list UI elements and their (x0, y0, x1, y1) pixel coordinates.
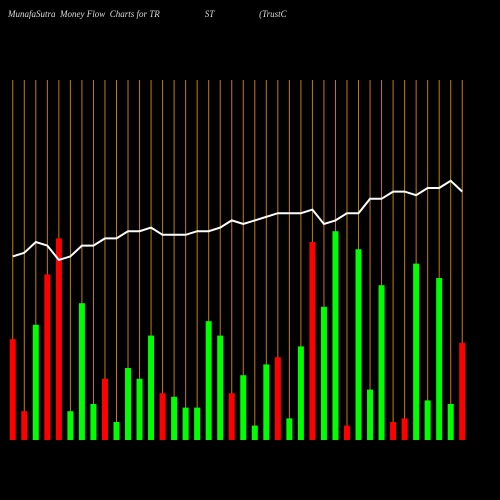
bar (67, 411, 74, 440)
bar (55, 238, 62, 440)
bar (343, 425, 350, 440)
bar (297, 346, 304, 440)
bar (401, 418, 408, 440)
bar (182, 407, 189, 440)
bar (367, 389, 374, 440)
bar (32, 324, 39, 440)
bar (21, 411, 28, 440)
bar (436, 278, 443, 440)
bar (251, 425, 258, 440)
bar (390, 422, 397, 440)
bar (90, 404, 97, 440)
bar (459, 342, 466, 440)
chart-title: MunafaSutra Money Flow Charts for TR ST … (7, 9, 288, 19)
bar (228, 393, 235, 440)
bar (9, 339, 16, 440)
bar (136, 378, 143, 440)
bar (286, 418, 293, 440)
bar (378, 285, 385, 440)
bar (125, 368, 132, 440)
bar (274, 357, 281, 440)
bar (171, 396, 178, 440)
bar (320, 306, 327, 440)
bar (148, 335, 155, 440)
bar (205, 321, 212, 440)
bar (194, 407, 201, 440)
bar (355, 249, 362, 440)
bar (332, 231, 339, 440)
bar (113, 422, 120, 440)
bar (159, 393, 166, 440)
bar (413, 263, 420, 440)
bar (78, 303, 85, 440)
bar (263, 364, 270, 440)
bar (101, 378, 108, 440)
money-flow-line (12, 179, 463, 262)
bar (424, 400, 431, 440)
bar (447, 404, 454, 440)
bar (217, 335, 224, 440)
bar (309, 242, 316, 440)
bar (240, 375, 247, 440)
bar (44, 274, 51, 440)
